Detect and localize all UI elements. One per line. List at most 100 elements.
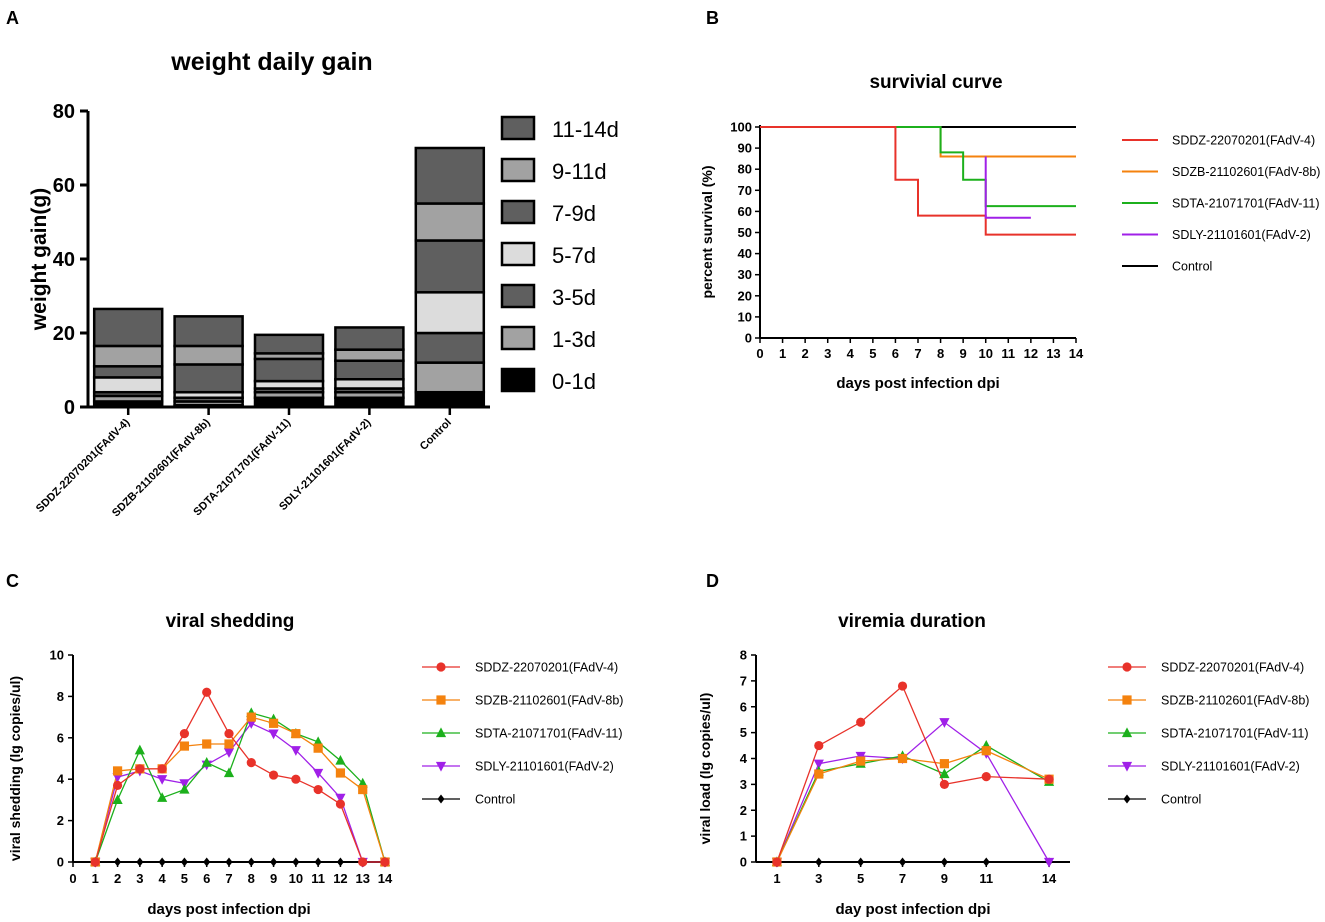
chart-c-legend-label: SDZB-21102601(FAdV-8b) [475, 694, 623, 708]
chart-d-title: viremia duration [838, 611, 986, 632]
chart-c-x-tick-label: 14 [378, 871, 393, 886]
chart-a-bar-segment [92, 307, 164, 348]
chart-d-data-point [897, 681, 908, 691]
chart-a-legend-label: 5-7d [552, 243, 596, 268]
chart-c-data-point [114, 857, 122, 867]
chart-d-y-tick-label: 1 [740, 829, 747, 844]
chart-c-series-line [94, 712, 386, 863]
chart-c-y-tick-label: 10 [50, 648, 64, 663]
chart-c-data-point [136, 857, 144, 867]
chart-b-legend-label: Control [1172, 260, 1212, 274]
chart-a-legend-label: 1-3d [552, 327, 596, 352]
chart-a-bar-segment [173, 363, 244, 394]
chart-c-x-tick-label: 13 [355, 871, 369, 886]
chart-c-data-point [112, 766, 123, 776]
chart-c-data-point [202, 687, 212, 697]
chart-a-y-tick-label: 40 [53, 249, 75, 271]
chart-d-data-point [939, 759, 949, 769]
chart-d-data-point [772, 857, 782, 867]
chart-a-bar-segment [92, 376, 164, 394]
chart-d-data-point [813, 759, 824, 770]
chart-c-data-point [225, 857, 233, 867]
chart-a-legend-label: 7-9d [552, 201, 596, 226]
chart-a-y-tick-label: 20 [53, 323, 75, 345]
chart-b-title: survivial curve [869, 72, 1002, 93]
chart-a-legend-label: 11-14d [552, 117, 619, 142]
chart-c-legend-marker [437, 794, 445, 804]
chart-a-bar-segment [334, 326, 405, 351]
chart-d-data-point [814, 740, 824, 751]
chart-b-y-tick-label: 70 [738, 183, 752, 198]
chart-d-y-tick-label: 5 [740, 725, 747, 740]
panel-label-a: A [6, 8, 19, 28]
chart-c-x-tick-label: 3 [136, 871, 143, 886]
chart-b-y-tick-label: 10 [738, 309, 752, 324]
chart-a-y-tick-label: 0 [64, 397, 75, 419]
chart-c-data-point [358, 857, 368, 867]
panel-label-d: D [706, 571, 719, 591]
chart-b-x-tick-label: 8 [937, 346, 944, 361]
chart-b-y-tick-label: 30 [738, 267, 752, 282]
chart-c-y-tick-label: 0 [57, 855, 64, 870]
chart-a-bar-segment [173, 315, 244, 348]
chart-c-data-point [268, 718, 279, 728]
chart-d-legend-label: SDLY-21101601(FAdV-2) [1161, 760, 1300, 774]
chart-c-data-point [223, 767, 235, 778]
chart-d-x-tick-label: 9 [941, 871, 948, 886]
chart-b-x-tick-label: 5 [869, 346, 876, 361]
chart-c-data-point [246, 712, 256, 722]
chart-c-data-point [224, 739, 234, 749]
chart-d-data-point [940, 857, 948, 867]
chart-b-legend-label: SDLY-21101601(FAdV-2) [1172, 228, 1311, 242]
chart-c-legend-label: SDLY-21101601(FAdV-2) [475, 760, 614, 774]
chart-c-x-tick-label: 7 [225, 871, 232, 886]
chart-c-data-point [247, 857, 255, 867]
chart-b-x-tick-label: 2 [802, 346, 809, 361]
chart-d-x-tick-label: 5 [857, 871, 864, 886]
chart-b-y-tick-label: 90 [738, 141, 752, 156]
chart-d-y-tick-label: 6 [740, 699, 747, 714]
chart-b-y-tick-label: 40 [738, 246, 752, 261]
chart-b-x-tick-label: 12 [1024, 346, 1038, 361]
chart-c-x-tick-label: 6 [203, 871, 210, 886]
chart-d-data-point [814, 769, 824, 779]
chart-a-x-tick-label: SDDZ-22070201(FAdV-4) [34, 416, 133, 515]
chart-d-data-point [939, 718, 950, 728]
chart-c-data-point [335, 754, 346, 765]
chart-b-x-tick-label: 4 [847, 346, 855, 361]
chart-d-legend-marker [1122, 695, 1132, 705]
chart-c-x-tick-label: 2 [114, 871, 121, 886]
chart-b-x-tick-label: 9 [960, 346, 967, 361]
chart-b-x-tick-label: 7 [914, 346, 921, 361]
chart-a-legend-label: 9-11d [552, 159, 607, 184]
chart-c-data-point [291, 774, 301, 784]
chart-b-y-tick-label: 0 [745, 331, 752, 346]
chart-c-data-point [291, 729, 301, 739]
viremia-chart: viremia duration day post infection dpi vi… [697, 611, 1309, 918]
chart-c-y-tick-label: 6 [57, 730, 64, 745]
chart-a-legend-swatch [500, 199, 536, 225]
chart-b-y-tick-label: 20 [738, 288, 752, 303]
chart-a-bar-segment [334, 378, 405, 390]
chart-d-legend-label: SDTA-21071701(FAdV-11) [1161, 727, 1309, 741]
chart-c-y-axis-label: viral shedding (lg copies/ul) [7, 676, 23, 861]
chart-a-legend-swatch [500, 115, 536, 141]
chart-c-data-point [335, 793, 346, 804]
chart-c-title: viral shedding [166, 611, 295, 632]
chart-d-data-point [981, 746, 991, 756]
chart-d-x-tick-label: 3 [815, 871, 822, 886]
chart-c-data-point [292, 857, 300, 867]
chart-c-data-point [180, 857, 188, 867]
chart-a-bar-segment [334, 359, 405, 381]
chart-a-bar-segment [334, 396, 405, 409]
chart-c-data-point [290, 746, 301, 756]
chart-d-data-point [981, 772, 991, 782]
chart-d-x-tick-label: 14 [1042, 871, 1057, 886]
chart-c-data-point [358, 784, 368, 795]
chart-d-x-axis-label: day post infection dpi [835, 901, 990, 918]
chart-d-data-point [856, 756, 866, 766]
chart-a-x-tick-label: Control [418, 417, 454, 453]
chart-d-x-tick-label: 1 [773, 871, 780, 886]
chart-b-x-tick-label: 1 [779, 346, 786, 361]
